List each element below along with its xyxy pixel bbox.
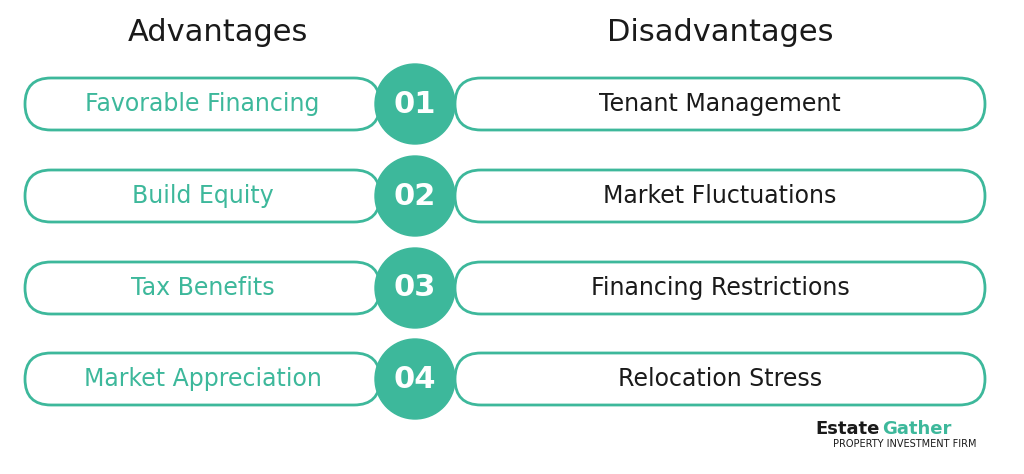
FancyBboxPatch shape [25,170,380,222]
Circle shape [375,156,455,236]
Text: Market Fluctuations: Market Fluctuations [603,184,837,208]
FancyBboxPatch shape [455,262,985,314]
Text: 01: 01 [394,90,436,118]
Circle shape [375,339,455,419]
Text: 04: 04 [394,365,436,393]
Text: Gather: Gather [882,420,951,438]
Text: Estate: Estate [816,420,880,438]
FancyBboxPatch shape [25,262,380,314]
FancyBboxPatch shape [455,353,985,405]
Text: Relocation Stress: Relocation Stress [617,367,822,391]
Circle shape [375,64,455,144]
Text: Market Appreciation: Market Appreciation [84,367,322,391]
FancyBboxPatch shape [455,170,985,222]
Text: Advantages: Advantages [127,18,307,46]
Text: Financing Restrictions: Financing Restrictions [591,276,849,300]
Text: 02: 02 [394,182,436,210]
Text: Tax Benefits: Tax Benefits [131,276,274,300]
Circle shape [375,248,455,328]
Text: PROPERTY INVESTMENT FIRM: PROPERTY INVESTMENT FIRM [834,439,977,449]
FancyBboxPatch shape [25,78,380,130]
FancyBboxPatch shape [455,78,985,130]
Text: Tenant Management: Tenant Management [599,92,841,116]
Text: Favorable Financing: Favorable Financing [85,92,319,116]
Text: Build Equity: Build Equity [132,184,273,208]
FancyBboxPatch shape [25,353,380,405]
Text: Disadvantages: Disadvantages [607,18,834,46]
Text: 03: 03 [394,273,436,302]
